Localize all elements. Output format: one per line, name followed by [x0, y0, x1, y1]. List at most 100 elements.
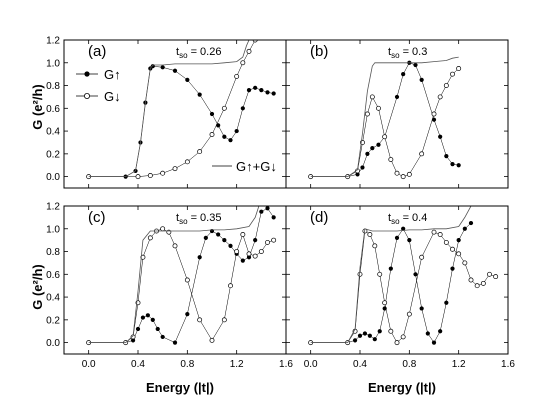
series-up: [308, 220, 474, 345]
legend-down-label: G↓: [104, 89, 121, 104]
data-point-down: [419, 254, 425, 260]
data-point-down: [394, 170, 400, 176]
series-down: [308, 66, 462, 180]
data-point-up: [209, 111, 215, 117]
data-point-down: [400, 174, 406, 180]
data-point-up: [240, 258, 245, 263]
panel-label: (d): [310, 209, 328, 226]
series-down-connector: [310, 68, 459, 177]
data-point-up: [438, 134, 443, 139]
data-point-up: [259, 87, 264, 93]
data-point-up: [216, 123, 221, 128]
annotation-subscript: so: [391, 51, 400, 60]
data-point-up: [135, 326, 141, 332]
data-point-down: [234, 249, 240, 254]
data-point-down: [184, 277, 190, 283]
data-point-up: [444, 154, 449, 159]
series-down-connector: [88, 40, 256, 177]
series-up-connector: [310, 62, 459, 177]
x-tick-label: 1.6: [501, 359, 515, 370]
annotation-subscript: so: [179, 51, 188, 60]
y-tick-label: 0.4: [46, 127, 60, 138]
data-point-down: [172, 243, 178, 249]
data-point-up: [228, 138, 233, 143]
axes-frame: [285, 205, 509, 355]
annotation-tso: tso = 0.26: [176, 46, 221, 60]
data-point-up: [228, 243, 233, 248]
data-point-down: [357, 271, 363, 277]
y-axis-label-top: G (e²/h): [30, 84, 45, 130]
data-point-up: [444, 300, 449, 305]
data-point-down: [382, 300, 388, 306]
series-up-connector: [88, 207, 274, 343]
data-point-up: [259, 209, 264, 214]
data-point-up: [419, 306, 424, 311]
x-tick-label: 0.4: [353, 359, 367, 370]
y-tick-label: 0.0: [46, 172, 60, 183]
data-point-down: [400, 334, 406, 340]
annotation-symbol: t: [176, 212, 179, 224]
panel-a: 0.0 0.2 0.4 0.6 0.8 1.0 1.2 (a) tso = 0.26: [46, 36, 287, 189]
data-point-up: [271, 91, 276, 96]
y-tick-label: 0.6: [46, 104, 60, 115]
data-point-down: [258, 249, 264, 254]
data-point-down: [221, 317, 227, 323]
data-point-down: [240, 60, 246, 66]
x-tick-label: 1.6: [279, 359, 293, 370]
data-point-up: [185, 77, 190, 82]
data-point-up: [362, 331, 368, 336]
data-point-down: [246, 251, 252, 257]
data-point-up: [155, 326, 160, 332]
data-point-up: [222, 238, 227, 243]
legend-down-marker: [84, 93, 91, 100]
data-point-down: [265, 239, 270, 245]
data-point-down: [388, 157, 394, 162]
data-point-down: [382, 134, 388, 140]
annotation-tso: tso = 0.35: [176, 212, 221, 226]
axes-frame: [285, 39, 509, 189]
y-tick-label: 0.0: [46, 338, 60, 349]
x-tick-label: 1.2: [230, 359, 244, 370]
data-point-up: [160, 334, 165, 340]
data-point-up: [438, 329, 443, 334]
x-tick-label: 0.8: [180, 359, 194, 370]
data-point-up: [365, 151, 370, 156]
data-point-down: [271, 237, 277, 243]
data-point-down: [437, 94, 443, 100]
data-point-up: [172, 68, 178, 73]
axes-frame: [63, 205, 287, 355]
data-point-up: [145, 313, 150, 318]
data-point-up: [401, 226, 406, 231]
data-point-down: [240, 232, 246, 237]
annotation-value: = 0.35: [188, 212, 222, 224]
y-tick-label: 0.8: [46, 81, 60, 92]
data-point-up: [377, 329, 382, 334]
y-tick-label: 0.2: [46, 149, 60, 160]
data-point-up: [271, 215, 276, 220]
legend-up-label: G↑: [104, 67, 121, 82]
legend-up-marker: [84, 71, 90, 77]
data-point-up: [185, 312, 190, 317]
legend: G↑ G↓ G↑+G↓: [76, 67, 277, 174]
y-tick-label: 0.6: [46, 270, 60, 281]
data-point-down: [437, 232, 443, 237]
data-point-down: [480, 280, 486, 286]
annotation-tso: tso = 0.3: [388, 46, 427, 60]
data-point-down: [209, 337, 215, 343]
data-point-up: [431, 340, 437, 345]
data-point-up: [234, 128, 239, 134]
data-point-up: [246, 255, 252, 260]
y-tick-label: 1.0: [46, 58, 60, 69]
series-down-connector: [310, 230, 496, 344]
data-point-down: [135, 174, 141, 180]
x-tick-label: 0.8: [402, 359, 416, 370]
data-point-up: [246, 87, 252, 93]
annotation-subscript: so: [179, 217, 188, 226]
data-point-down: [431, 111, 437, 117]
series-sum-line: [88, 40, 250, 177]
panel-label: (b): [310, 43, 328, 60]
annotation-value: = 0.4: [400, 212, 428, 224]
data-point-down: [172, 166, 178, 172]
annotation-symbol: t: [388, 46, 391, 58]
series-sum-line: [310, 206, 472, 343]
